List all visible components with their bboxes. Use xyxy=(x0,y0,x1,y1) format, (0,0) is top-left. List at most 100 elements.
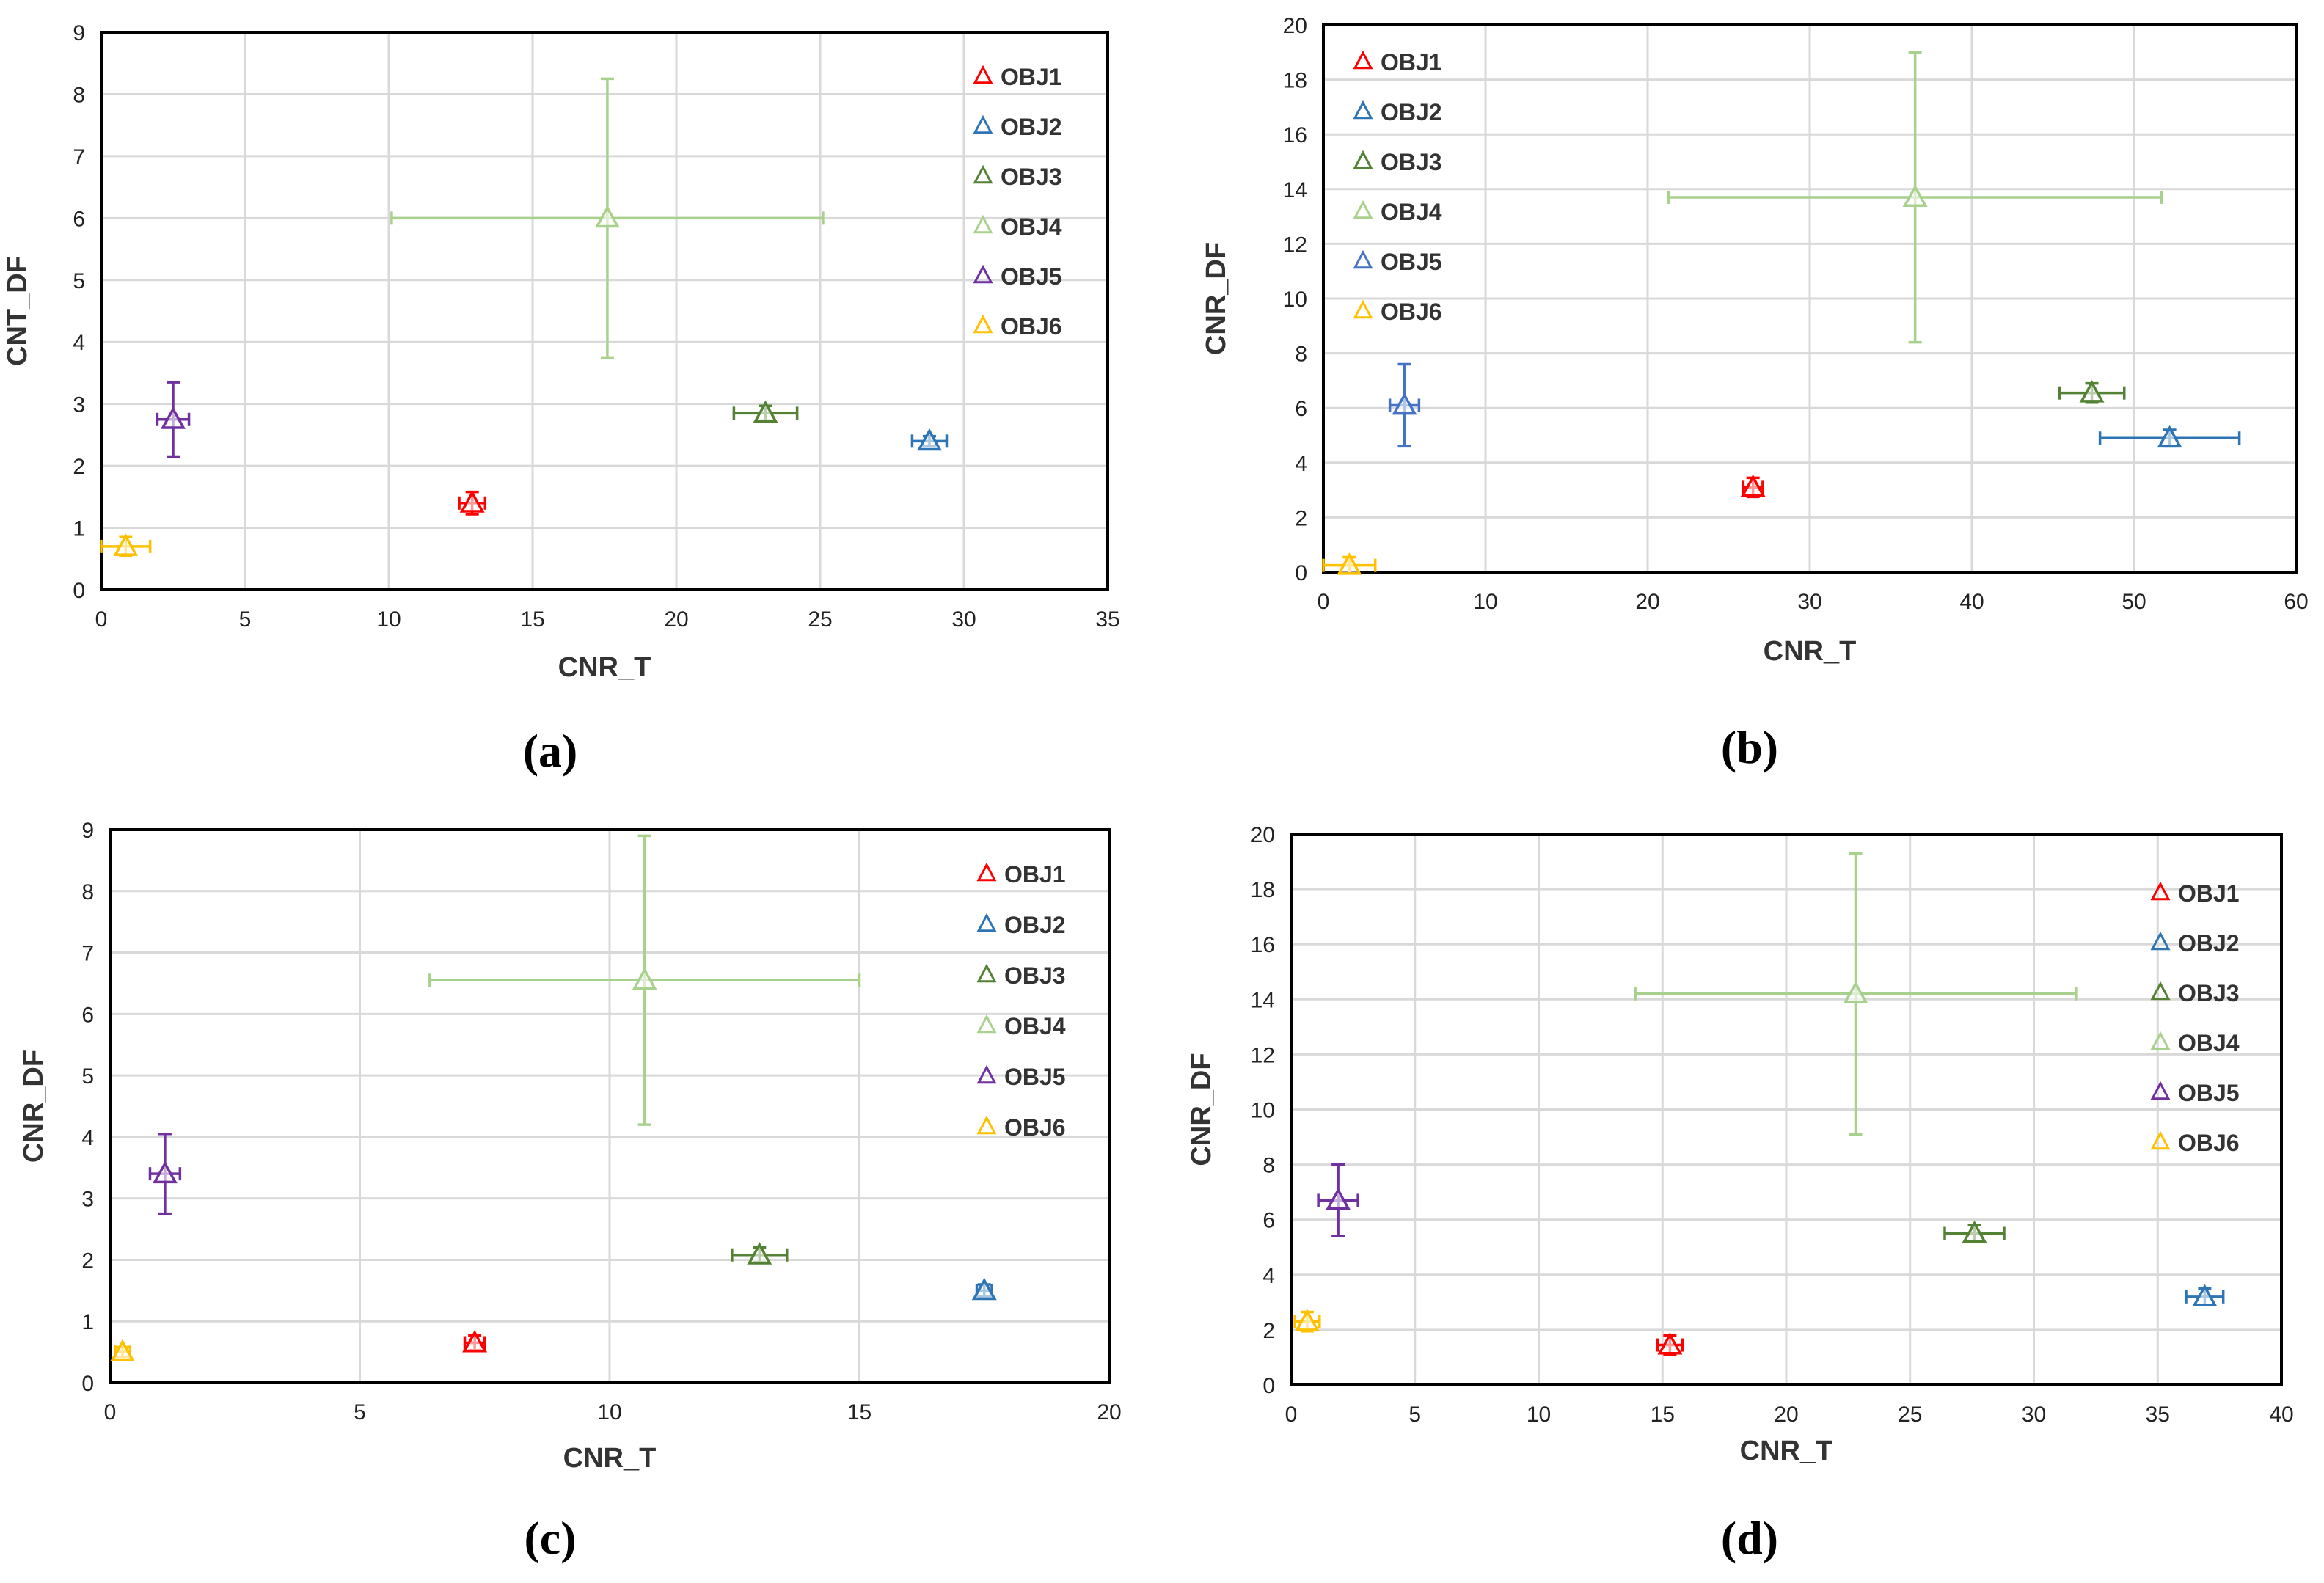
data-point-obj5 xyxy=(1392,392,1417,415)
y-tick-label: 2 xyxy=(73,455,85,479)
legend-marker xyxy=(976,1064,997,1084)
plot-area xyxy=(101,32,1108,590)
legend-marker xyxy=(976,862,997,882)
legend-label: OBJ1 xyxy=(1004,861,1066,888)
x-tick-label: 40 xyxy=(2269,1403,2293,1427)
legend-label: OBJ2 xyxy=(2178,930,2240,957)
data-point-obj5 xyxy=(1326,1187,1351,1210)
data-point-obj2 xyxy=(916,428,942,451)
legend-label: OBJ3 xyxy=(1004,962,1066,989)
x-tick-label: 35 xyxy=(1095,607,1119,632)
series-obj5 xyxy=(1317,1163,1359,1237)
y-tick-label: 8 xyxy=(1295,343,1307,367)
series-obj1 xyxy=(458,490,487,516)
legend-marker xyxy=(2150,1031,2171,1050)
legend-label: OBJ6 xyxy=(1001,313,1062,340)
y-tick-label: 6 xyxy=(81,1003,94,1027)
legend: OBJ1 OBJ2 OBJ3 OBJ4 OBJ5 OBJ6 xyxy=(973,64,1062,340)
legend-marker xyxy=(973,214,993,234)
x-tick-label: 20 xyxy=(1774,1403,1798,1427)
legend-marker xyxy=(2150,931,2171,951)
x-tick-label: 10 xyxy=(376,607,401,632)
x-tick-label: 10 xyxy=(1473,590,1497,614)
legend-label: OBJ3 xyxy=(1001,164,1062,190)
data-point-obj4 xyxy=(1843,981,1868,1003)
y-axis-title: CNR_DF xyxy=(18,1050,49,1163)
y-tick-label: 8 xyxy=(73,83,85,107)
y-tick-label: 12 xyxy=(1283,233,1307,257)
legend: OBJ1 OBJ2 OBJ3 OBJ4 OBJ5 OBJ6 xyxy=(1353,49,1442,325)
y-tick-label: 10 xyxy=(1251,1099,1275,1123)
series-obj5 xyxy=(148,1132,182,1215)
y-tick-label: 6 xyxy=(1263,1209,1275,1233)
y-tick-label: 8 xyxy=(81,880,94,904)
y-tick-label: 0 xyxy=(1295,561,1307,585)
y-axis-title: CNR_DF xyxy=(1186,1053,1217,1166)
legend-label: OBJ4 xyxy=(1001,213,1062,240)
data-point-obj2 xyxy=(2157,425,2182,448)
series-obj3 xyxy=(2058,380,2126,404)
legend-marker xyxy=(973,164,993,184)
legend-marker xyxy=(2150,1081,2171,1100)
y-tick-label: 14 xyxy=(1251,988,1275,1012)
y-tick-label: 1 xyxy=(81,1310,94,1334)
chart-panel-4: 0 5 10 15 20 25 30 35 40 0 2 4 6 8 10 12 14 16 18 20 CNR_T CN… xyxy=(1186,823,2294,1564)
plot-frame xyxy=(109,828,1111,1384)
y-tick-label: 18 xyxy=(1251,878,1275,902)
panels: 0 5 10 15 20 25 30 350123456789CNR_TCNT_DFOBJ1O… xyxy=(2,14,2309,1564)
x-tick-label: 20 xyxy=(664,607,688,632)
y-tick-label: 16 xyxy=(1283,123,1307,147)
panel-label: (d) xyxy=(1721,1512,1778,1564)
x-tick-label: 0 xyxy=(104,1400,117,1425)
series-obj4 xyxy=(1634,852,2078,1136)
data-point-obj4 xyxy=(632,967,657,990)
data-point-obj1 xyxy=(459,490,485,513)
y-tick-label: 2 xyxy=(81,1249,94,1273)
y-axis-title: CNT_DF xyxy=(2,256,33,366)
series-obj5 xyxy=(156,381,191,458)
legend-label: OBJ6 xyxy=(1381,299,1442,325)
data-point-obj3 xyxy=(1962,1220,1987,1243)
y-tick-label: 18 xyxy=(1283,69,1307,93)
data-point-obj3 xyxy=(2079,380,2105,403)
data-point-obj2 xyxy=(2192,1284,2218,1306)
y-tick-label: 8 xyxy=(1263,1154,1275,1178)
y-tick-label: 3 xyxy=(73,393,85,417)
legend-label: OBJ3 xyxy=(1381,149,1442,175)
plot-frame xyxy=(100,31,1109,591)
x-tick-label: 25 xyxy=(1898,1403,1922,1427)
legend: OBJ1 OBJ2 OBJ3 OBJ4 OBJ5 OBJ6 xyxy=(976,861,1066,1141)
series-obj2 xyxy=(2185,1284,2225,1306)
legend-label: OBJ2 xyxy=(1001,114,1062,140)
y-axis-title: CNR_DF xyxy=(1201,242,1232,355)
series-obj4 xyxy=(428,834,861,1126)
y-tick-label: 5 xyxy=(73,269,85,293)
data-point-obj2 xyxy=(971,1277,997,1301)
x-tick-label: 25 xyxy=(808,607,832,632)
data-point-obj5 xyxy=(161,406,186,429)
data-point-obj4 xyxy=(594,205,620,228)
y-tick-label: 20 xyxy=(1283,14,1307,38)
y-tick-label: 4 xyxy=(73,331,85,355)
series-obj3 xyxy=(731,1242,789,1265)
legend-marker xyxy=(1353,50,1373,70)
legend-marker xyxy=(973,264,993,284)
x-axis-title: CNR_T xyxy=(563,1443,657,1474)
legend-label: OBJ5 xyxy=(1004,1064,1066,1090)
y-tick-label: 9 xyxy=(73,21,85,45)
legend-label: OBJ1 xyxy=(2178,880,2240,907)
x-tick-label: 15 xyxy=(1651,1403,1675,1427)
y-tick-label: 4 xyxy=(81,1126,94,1150)
series-obj6 xyxy=(1322,552,1377,575)
data-point-obj1 xyxy=(462,1329,488,1353)
y-tick-label: 4 xyxy=(1263,1264,1275,1288)
plot-frame xyxy=(1290,833,2283,1386)
y-tick-label: 2 xyxy=(1263,1319,1275,1343)
series-obj6 xyxy=(1293,1309,1321,1333)
legend-marker xyxy=(976,1115,997,1135)
data-point-obj6 xyxy=(1294,1309,1320,1331)
series-obj2 xyxy=(2098,425,2241,448)
data-point-obj1 xyxy=(1657,1331,1683,1355)
x-tick-label: 40 xyxy=(1959,590,1984,614)
